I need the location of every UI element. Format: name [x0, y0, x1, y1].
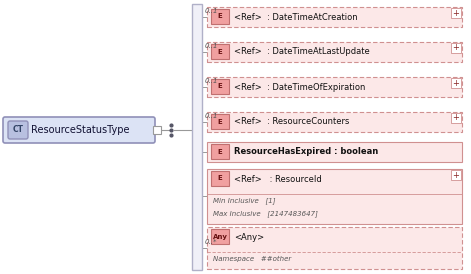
Bar [207, 77, 462, 97]
Bar [211, 9, 229, 24]
Bar [207, 227, 462, 269]
Bar [211, 114, 229, 129]
Text: <Ref>  : DateTimeAtLastUpdate: <Ref> : DateTimeAtLastUpdate [234, 47, 370, 56]
Text: Min Inclusive   [1]: Min Inclusive [1] [213, 198, 276, 204]
Bar [451, 113, 461, 123]
Text: <Ref>   : ResourceId: <Ref> : ResourceId [234, 175, 322, 184]
Text: E: E [218, 48, 222, 55]
Text: E: E [218, 176, 222, 181]
Bar [211, 144, 229, 159]
Bar [207, 112, 462, 132]
Text: +: + [453, 113, 459, 122]
Text: +: + [453, 8, 459, 18]
Bar [211, 44, 229, 59]
Text: 0..1: 0..1 [205, 43, 219, 49]
Text: E: E [218, 84, 222, 90]
Text: Max Inclusive   [2147483647]: Max Inclusive [2147483647] [213, 211, 318, 217]
Text: E: E [218, 13, 222, 19]
Text: +: + [453, 44, 459, 53]
Bar [207, 169, 462, 224]
Bar [211, 171, 229, 186]
Text: <Ref>  : DateTimeAtCreation: <Ref> : DateTimeAtCreation [234, 13, 357, 21]
Text: E: E [218, 118, 222, 124]
Bar [211, 229, 229, 244]
FancyBboxPatch shape [3, 117, 155, 143]
Text: Namespace   ##other: Namespace ##other [213, 256, 291, 262]
Bar [211, 79, 229, 94]
Bar [451, 170, 461, 180]
FancyBboxPatch shape [8, 121, 28, 139]
Bar [207, 7, 462, 27]
Text: <Ref>  : ResourceCounters: <Ref> : ResourceCounters [234, 118, 349, 127]
Text: 0..*: 0..* [205, 239, 218, 245]
Bar [192, 4, 202, 270]
Bar [207, 42, 462, 62]
Text: ResourceHasExpired : boolean: ResourceHasExpired : boolean [234, 147, 378, 156]
Text: <Any>: <Any> [234, 233, 264, 241]
Bar [451, 8, 461, 18]
Text: 0..1: 0..1 [205, 113, 219, 119]
Bar [207, 142, 462, 162]
Text: ResourceStatusType: ResourceStatusType [31, 125, 130, 135]
Text: +: + [453, 170, 459, 179]
Text: E: E [218, 149, 222, 155]
Bar [153, 126, 161, 134]
Bar [451, 43, 461, 53]
Text: 0..1: 0..1 [205, 78, 219, 84]
Text: <Ref>  : DateTimeOfExpiration: <Ref> : DateTimeOfExpiration [234, 82, 365, 92]
Text: CT: CT [13, 125, 24, 135]
Bar [451, 78, 461, 88]
Text: Any: Any [212, 233, 227, 239]
Text: 0..1: 0..1 [205, 8, 219, 14]
Text: +: + [453, 78, 459, 87]
